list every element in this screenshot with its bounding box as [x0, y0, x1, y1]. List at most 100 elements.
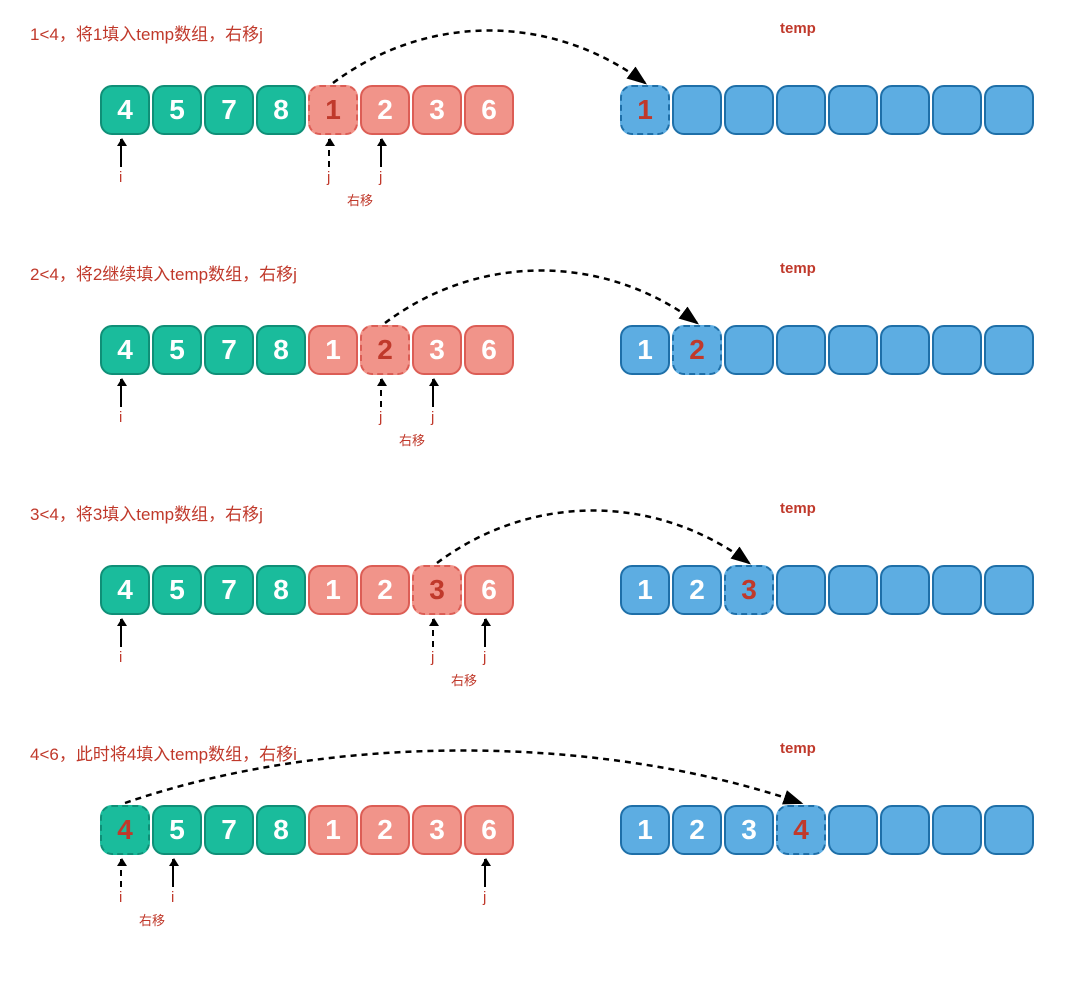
pointer-arrow: i	[119, 379, 122, 426]
array-cell: 4	[100, 85, 150, 135]
shift-label: 右移	[399, 430, 425, 449]
merge-step: 4<6，此时将4填入temp数组，右移itemp457812361234iij右…	[30, 740, 1050, 930]
array-cell: 6	[464, 565, 514, 615]
array-cell: 1	[308, 85, 358, 135]
array-cell	[984, 565, 1034, 615]
shift-label: 右移	[347, 190, 373, 209]
source-array: 45781236	[100, 565, 514, 615]
array-cell	[828, 805, 878, 855]
array-cell	[984, 85, 1034, 135]
arrow-up-icon	[120, 859, 122, 887]
array-cell	[984, 805, 1034, 855]
pointer-label: j	[379, 169, 382, 186]
array-cell	[880, 805, 930, 855]
pointer-label: i	[119, 169, 122, 186]
pointer-label: j	[483, 649, 486, 666]
array-cell: 2	[360, 805, 410, 855]
step-caption: 4<6，此时将4填入temp数组，右移i	[30, 740, 297, 765]
temp-label: temp	[780, 20, 816, 37]
pointer-label: j	[431, 649, 434, 666]
arrow-up-icon	[484, 859, 486, 887]
array-cell: 7	[204, 325, 254, 375]
array-cell	[724, 325, 774, 375]
array-cell: 7	[204, 85, 254, 135]
source-array: 45781236	[100, 805, 514, 855]
array-cell	[828, 325, 878, 375]
array-cell: 6	[464, 805, 514, 855]
pointer-label: i	[119, 649, 122, 666]
pointer-label: i	[119, 409, 122, 426]
array-cell	[932, 805, 982, 855]
array-cell	[724, 85, 774, 135]
shift-label: 右移	[451, 670, 477, 689]
array-cell: 2	[672, 565, 722, 615]
arrow-up-icon	[172, 859, 174, 887]
array-cell: 5	[152, 565, 202, 615]
merge-step: 1<4，将1填入temp数组，右移jtemp457812361ijj右移	[30, 20, 1050, 210]
pointer-label: i	[171, 889, 174, 906]
array-cell: 5	[152, 85, 202, 135]
array-cell: 7	[204, 565, 254, 615]
array-cell: 5	[152, 325, 202, 375]
pointer-arrow: j	[379, 379, 382, 426]
step-caption: 2<4，将2继续填入temp数组，右移j	[30, 260, 297, 285]
pointer-arrow: j	[379, 139, 382, 186]
pointer-arrow: i	[119, 619, 122, 666]
array-cell: 3	[724, 565, 774, 615]
merge-step: 2<4，将2继续填入temp数组，右移j temp 45781236 12 i j j 右移	[30, 260, 1050, 450]
array-cell: 7	[204, 805, 254, 855]
array-cell	[776, 325, 826, 375]
array-cell: 1	[620, 565, 670, 615]
array-cell	[776, 85, 826, 135]
arrow-up-icon	[328, 139, 330, 167]
pointer-label: j	[431, 409, 434, 426]
array-cell: 4	[100, 325, 150, 375]
shift-label: 右移	[139, 910, 165, 929]
pointer-label: j	[379, 409, 382, 426]
arrow-up-icon	[380, 379, 382, 407]
merge-step: 3<4，将3填入temp数组，右移jtemp45781236123ijj右移	[30, 500, 1050, 690]
arrow-up-icon	[380, 139, 382, 167]
array-cell	[828, 85, 878, 135]
source-array: 45781236	[100, 325, 514, 375]
array-cell	[672, 85, 722, 135]
source-array: 45781236	[100, 85, 514, 135]
arrow-up-icon	[120, 139, 122, 167]
array-cell	[984, 325, 1034, 375]
array-cell: 1	[308, 565, 358, 615]
array-cell	[880, 85, 930, 135]
array-cell: 1	[620, 805, 670, 855]
arrow-up-icon	[120, 379, 122, 407]
pointer-arrow: j	[483, 619, 486, 666]
arrow-up-icon	[120, 619, 122, 647]
array-cell	[880, 565, 930, 615]
array-cell: 2	[360, 565, 410, 615]
pointer-label: i	[119, 889, 122, 906]
pointer-arrow: i	[119, 139, 122, 186]
array-cell: 4	[776, 805, 826, 855]
array-cell: 3	[412, 85, 462, 135]
array-cell: 2	[672, 325, 722, 375]
array-cell: 6	[464, 325, 514, 375]
temp-array: 12	[620, 325, 1034, 375]
temp-array: 123	[620, 565, 1034, 615]
array-cell: 3	[412, 805, 462, 855]
array-cell	[880, 325, 930, 375]
array-cell: 4	[100, 805, 150, 855]
temp-array: 1234	[620, 805, 1034, 855]
temp-label: temp	[780, 260, 816, 277]
array-cell: 4	[100, 565, 150, 615]
step-caption: 1<4，将1填入temp数组，右移j	[30, 20, 263, 45]
array-cell: 6	[464, 85, 514, 135]
arrow-up-icon	[432, 379, 434, 407]
array-cell	[932, 325, 982, 375]
array-cell	[932, 565, 982, 615]
pointer-arrow: i	[171, 859, 174, 906]
pointer-arrow: j	[431, 619, 434, 666]
array-cell: 5	[152, 805, 202, 855]
step-caption: 3<4，将3填入temp数组，右移j	[30, 500, 263, 525]
pointer-label: j	[483, 889, 486, 906]
array-cell: 8	[256, 565, 306, 615]
array-cell: 8	[256, 85, 306, 135]
temp-array: 1	[620, 85, 1034, 135]
